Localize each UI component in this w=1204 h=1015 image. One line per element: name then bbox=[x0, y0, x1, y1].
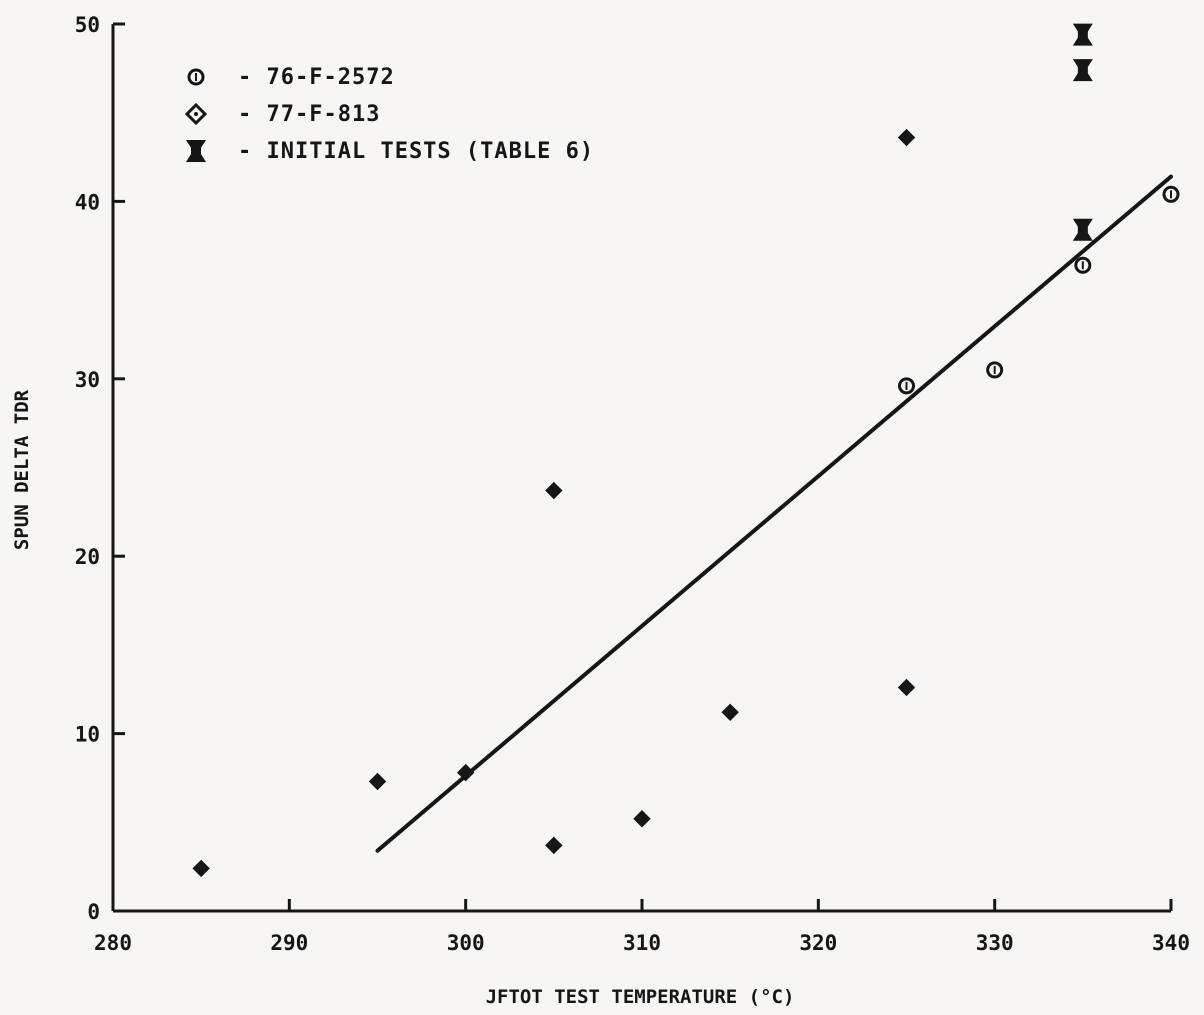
data-point-series-0 bbox=[986, 361, 1004, 379]
legend-marker-diamond bbox=[184, 102, 208, 126]
data-point-series-0 bbox=[898, 377, 915, 395]
x-tick-label: 280 bbox=[94, 931, 132, 955]
data-point-series-1 bbox=[192, 859, 210, 878]
data-point-series-1 bbox=[633, 810, 651, 828]
x-axis-ticks: 280 290 300 310 320 330 340 bbox=[94, 899, 1190, 955]
data-point-series-0 bbox=[1162, 185, 1180, 203]
data-point-series-1 bbox=[721, 703, 739, 722]
legend-entry-77-f-813: - 77-F-813 bbox=[184, 102, 380, 127]
legend-marker-hourglass bbox=[186, 140, 206, 162]
legend-circle-icon bbox=[187, 68, 205, 86]
legend-label-77-f-813: - 77-F-813 bbox=[238, 102, 380, 127]
x-tick-label: 300 bbox=[447, 931, 485, 955]
y-tick-label: 20 bbox=[75, 545, 100, 569]
legend-label-initial-tests: - INITIAL TESTS (TABLE 6) bbox=[238, 139, 594, 164]
x-tick-label: 290 bbox=[270, 931, 308, 955]
legend-hourglass-icon bbox=[186, 140, 206, 162]
legend-marker-circle bbox=[187, 68, 205, 86]
data-point-series-1 bbox=[456, 763, 475, 782]
x-tick-label: 320 bbox=[799, 931, 837, 955]
legend-entry-initial-tests: - INITIAL TESTS (TABLE 6) bbox=[186, 139, 594, 164]
y-axis-ticks: 0 10 20 30 40 50 bbox=[75, 13, 125, 924]
data-point-series-2 bbox=[1072, 218, 1093, 241]
trend-line bbox=[375, 174, 1173, 853]
x-tick-label: 330 bbox=[976, 931, 1014, 955]
data-point-series-1 bbox=[368, 772, 387, 791]
x-tick-label: 340 bbox=[1152, 931, 1190, 955]
y-tick-label: 40 bbox=[75, 190, 100, 214]
legend: - 76-F-2572 - 77-F-813 - INITIAL TESTS (… bbox=[184, 65, 594, 164]
data-point-series-1 bbox=[545, 481, 563, 500]
y-tick-label: 0 bbox=[87, 900, 100, 924]
data-point-series-1 bbox=[897, 128, 916, 147]
x-axis-title: JFTOT TEST TEMPERATURE (°C) bbox=[486, 986, 795, 1008]
y-axis-title: SPUN DELTA TDR bbox=[11, 389, 33, 550]
data-points bbox=[192, 23, 1180, 878]
data-point-series-2 bbox=[1072, 23, 1093, 46]
y-tick-label: 10 bbox=[75, 723, 100, 747]
data-point-series-1 bbox=[897, 678, 916, 697]
y-tick-label: 50 bbox=[75, 13, 100, 37]
y-tick-label: 30 bbox=[75, 368, 100, 392]
data-point-series-2 bbox=[1072, 59, 1093, 82]
x-tick-label: 310 bbox=[623, 931, 661, 955]
legend-entry-76-f-2572: - 76-F-2572 bbox=[187, 65, 395, 90]
trend-line-group bbox=[375, 174, 1173, 853]
legend-label-76-f-2572: - 76-F-2572 bbox=[238, 65, 395, 90]
data-point-series-0 bbox=[1074, 256, 1092, 274]
data-point-series-1 bbox=[545, 836, 563, 855]
legend-diamond-icon bbox=[184, 102, 208, 126]
